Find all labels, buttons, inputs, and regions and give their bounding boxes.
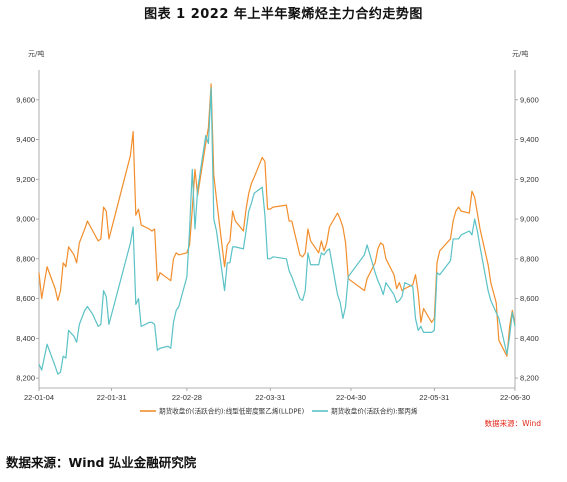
y-tick-label-right: 8,200 <box>520 374 539 383</box>
chart-title: 图表 1 2022 年上半年聚烯烃主力合约走势图 <box>0 3 567 22</box>
y-axis-unit-right: 元/吨 <box>512 49 528 58</box>
x-tick-label: 22-01-04 <box>24 393 54 402</box>
y-tick-label-left: 8,600 <box>16 294 35 303</box>
series-line-lldpe <box>38 83 516 357</box>
y-tick-label-right: 9,600 <box>520 95 539 104</box>
y-tick-label-left: 8,800 <box>16 254 35 263</box>
y-tick-label-right: 9,000 <box>520 215 539 224</box>
y-tick-label-right: 9,200 <box>520 175 539 184</box>
legend-label-lldpe: 期货收盘价(活跃合约):线型低密度聚乙烯(LLDPE) <box>159 406 304 415</box>
figure-source: 数据来源：Wind 弘业金融研究院 <box>6 455 197 470</box>
y-tick-label-left: 9,200 <box>16 175 35 184</box>
y-tick-label-right: 8,800 <box>520 254 539 263</box>
y-tick-label-right: 9,400 <box>520 135 539 144</box>
x-tick-label: 22-02-28 <box>172 393 202 402</box>
x-tick-label: 22-05-31 <box>419 393 449 402</box>
y-tick-label-right: 8,600 <box>520 294 539 303</box>
line-chart: 8,200 8,200 8,400 8,400 8,600 8,600 8,800 8,800… <box>16 49 542 428</box>
y-tick-label-left: 8,400 <box>16 334 35 343</box>
legend-label-pp: 期货收盘价(活跃合约):聚丙烯 <box>331 406 418 415</box>
chart-legend: 期货收盘价(活跃合约):线型低密度聚乙烯(LLDPE) 期货收盘价(活跃合约):聚… <box>140 406 418 415</box>
y-tick-label-right: 8,400 <box>520 334 539 343</box>
y-tick-label-left: 9,000 <box>16 215 35 224</box>
y-axis-unit-left: 元/吨 <box>28 49 44 58</box>
chart-axes: 8,200 8,200 8,400 8,400 8,600 8,600 8,800 8,800… <box>16 70 539 402</box>
x-tick-label: 22-06-30 <box>500 393 530 402</box>
chart-series-layer <box>38 83 516 375</box>
x-tick-label: 22-03-31 <box>255 393 285 402</box>
x-tick-label: 22-01-31 <box>97 393 127 402</box>
y-tick-label-left: 8,200 <box>16 374 35 383</box>
y-tick-label-left: 9,600 <box>16 95 35 104</box>
chart-title-text: 图表 1 2022 年上半年聚烯烃主力合约走势图 <box>144 7 423 22</box>
y-tick-label-left: 9,400 <box>16 135 35 144</box>
chart-source-note: 数据来源：Wind <box>485 418 542 428</box>
x-tick-label: 22-04-30 <box>336 393 366 402</box>
series-line-pp <box>38 87 516 375</box>
